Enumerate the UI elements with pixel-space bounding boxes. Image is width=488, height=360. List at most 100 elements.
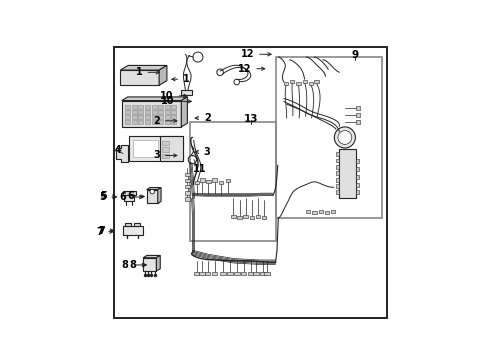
Bar — [138, 105, 143, 109]
Bar — [261, 216, 265, 219]
Text: 1: 1 — [136, 67, 159, 77]
Polygon shape — [125, 223, 131, 226]
Bar — [164, 115, 169, 119]
Bar — [335, 152, 339, 156]
Text: 7: 7 — [96, 227, 113, 237]
Bar — [243, 215, 247, 218]
Polygon shape — [146, 190, 158, 203]
Bar — [144, 120, 150, 123]
Bar — [260, 272, 265, 275]
Polygon shape — [134, 223, 140, 226]
Bar — [355, 190, 359, 194]
Bar — [264, 272, 269, 275]
Text: 8: 8 — [129, 260, 146, 270]
Circle shape — [334, 127, 355, 148]
Text: 2: 2 — [153, 116, 177, 126]
Bar — [138, 110, 143, 114]
Bar — [355, 120, 359, 123]
Bar — [181, 90, 191, 95]
Bar — [151, 110, 156, 114]
Bar — [314, 80, 318, 84]
Polygon shape — [143, 256, 160, 258]
Polygon shape — [146, 188, 161, 190]
Bar — [125, 120, 130, 123]
Bar — [171, 115, 176, 119]
Polygon shape — [181, 97, 187, 127]
Bar — [339, 149, 355, 198]
Bar — [225, 179, 230, 183]
Bar — [171, 110, 176, 114]
Text: 10: 10 — [160, 91, 187, 101]
Bar — [185, 179, 190, 183]
Text: 13: 13 — [243, 114, 257, 124]
Text: 9: 9 — [351, 50, 358, 60]
Text: 5: 5 — [101, 192, 116, 202]
Circle shape — [150, 189, 154, 194]
Bar — [311, 211, 316, 214]
Bar — [138, 115, 143, 119]
Bar — [184, 173, 189, 176]
Text: 10: 10 — [161, 96, 191, 107]
Bar — [151, 120, 156, 123]
Bar — [151, 115, 156, 119]
Bar — [158, 120, 163, 123]
Bar — [158, 115, 163, 119]
Bar — [171, 120, 176, 123]
Bar — [211, 272, 217, 275]
Bar — [226, 272, 232, 275]
Bar — [305, 210, 310, 213]
Bar — [158, 110, 163, 114]
Polygon shape — [128, 136, 183, 161]
Bar — [335, 171, 339, 175]
Polygon shape — [158, 188, 161, 203]
Polygon shape — [122, 97, 187, 100]
Polygon shape — [120, 70, 159, 85]
Bar — [193, 272, 199, 275]
Bar — [199, 272, 204, 275]
Bar — [125, 105, 130, 109]
Bar — [335, 190, 339, 194]
Polygon shape — [159, 66, 166, 85]
Bar — [308, 82, 313, 85]
Polygon shape — [123, 226, 142, 235]
Bar — [189, 122, 275, 242]
Text: 11: 11 — [192, 164, 205, 174]
Bar — [355, 107, 359, 110]
Bar — [255, 215, 260, 218]
Polygon shape — [160, 136, 183, 161]
Bar — [355, 175, 359, 179]
Bar — [125, 115, 130, 119]
Bar — [302, 80, 306, 84]
Bar — [164, 110, 169, 114]
Bar — [335, 184, 339, 188]
Bar — [131, 105, 136, 109]
Bar — [131, 110, 136, 114]
Polygon shape — [133, 140, 158, 157]
Bar — [194, 181, 199, 184]
Bar — [158, 105, 163, 109]
Bar — [184, 185, 189, 188]
Bar — [355, 113, 359, 117]
Bar — [164, 105, 169, 109]
Bar — [355, 167, 359, 171]
Bar — [247, 272, 253, 275]
Bar — [138, 120, 143, 123]
Bar — [200, 179, 204, 182]
Bar — [355, 159, 359, 163]
Bar — [144, 105, 150, 109]
Bar — [125, 110, 130, 114]
Bar — [253, 272, 259, 275]
Polygon shape — [124, 191, 134, 201]
Text: 6: 6 — [119, 192, 142, 202]
Bar — [184, 197, 189, 201]
Bar — [284, 82, 288, 85]
Bar — [164, 120, 169, 123]
Text: 12: 12 — [240, 49, 270, 59]
Bar — [330, 210, 335, 213]
Polygon shape — [122, 191, 135, 194]
Bar — [144, 115, 150, 119]
Bar — [324, 211, 328, 214]
Text: 8: 8 — [122, 260, 145, 270]
Bar — [249, 216, 253, 219]
Polygon shape — [143, 258, 156, 271]
